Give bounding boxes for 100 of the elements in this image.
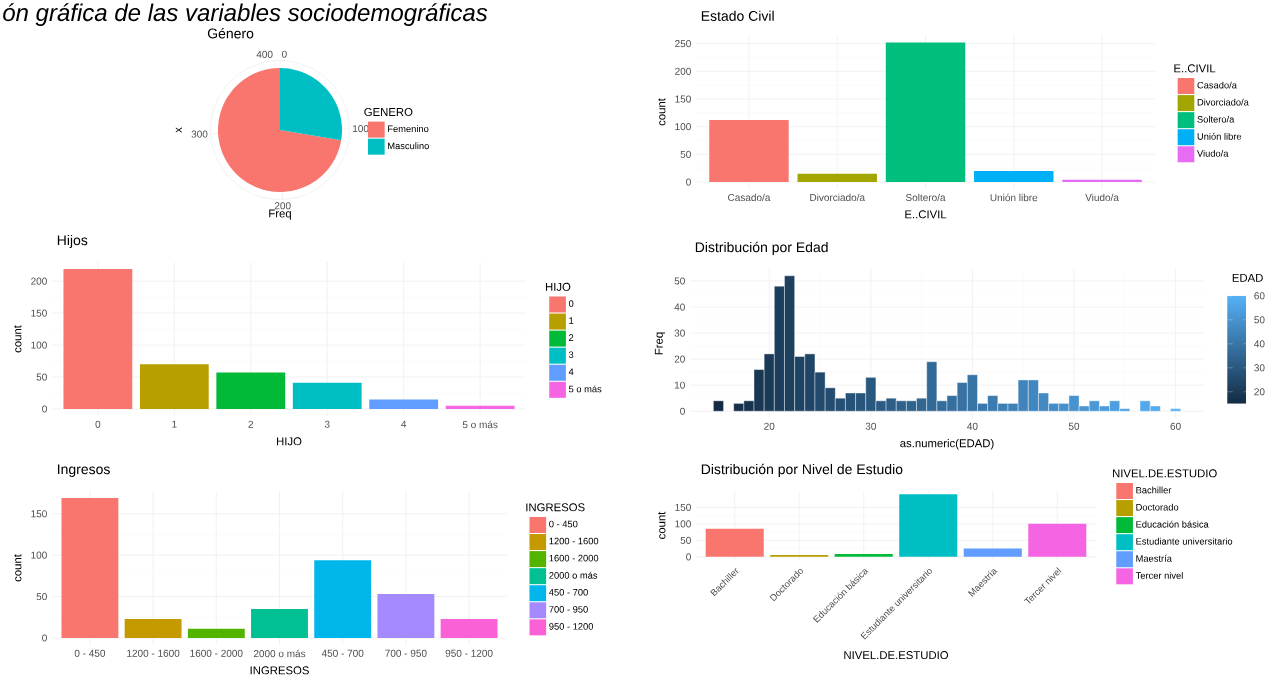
y-tick-label: 200 [675, 67, 691, 75]
text: 100 [353, 125, 369, 133]
color-bar-label: 30 [1254, 364, 1265, 372]
y-tick-label: 200 [31, 277, 47, 285]
x-tick-label: Viudo/a [1085, 193, 1119, 202]
legend-label: 1200 - 1600 [549, 537, 599, 545]
text: 400 [256, 50, 273, 58]
y-tick-label: 0 [42, 634, 47, 642]
text: 300 [191, 130, 208, 138]
chart-title: Ingresos [58, 464, 110, 477]
y-tick-label: 150 [31, 510, 47, 518]
color-bar-label: 50 [1254, 316, 1265, 324]
x-axis-title: NIVEL.DE.ESTUDIO [844, 651, 949, 660]
x-tick-label: 60 [1170, 422, 1181, 430]
y-tick-label: 250 [675, 40, 691, 48]
legend-label: Divorciado/a [1197, 98, 1249, 106]
x-tick-label: 20 [764, 422, 775, 430]
legend-label: Casado/a [1197, 81, 1237, 89]
x-tick-label: 1600 - 2000 [190, 649, 243, 657]
legend-label: 0 - 450 [549, 520, 578, 528]
y-tick-label: 50 [674, 277, 685, 285]
y-tick-label: 10 [674, 381, 685, 389]
color-bar-label: 20 [1254, 388, 1265, 396]
x-tick-label: 1 [172, 420, 177, 428]
legend-title: NIVEL.DE.ESTUDIO [1113, 469, 1217, 478]
y-axis-title: Freq [654, 332, 666, 355]
legend-label: Doctorado [1136, 503, 1179, 511]
text: 200 [274, 202, 291, 210]
chart-title: Distribución por Edad [695, 241, 828, 255]
x-tick-label: Divorciado/a [810, 193, 866, 202]
y-axis-title: count [658, 511, 666, 539]
legend-label: 3 [568, 351, 574, 359]
x-tick-label: 5 o más [462, 420, 498, 429]
x-tick-label: 0 - 450 [74, 649, 106, 657]
color-bar-label: 60 [1254, 292, 1265, 300]
legend-title: INGRESOS [526, 503, 585, 512]
y-tick-label: 0 [686, 178, 691, 186]
y-axis-title: count [14, 325, 22, 353]
x-tick-label: 2 [248, 420, 254, 428]
y-tick-label: 100 [675, 520, 691, 528]
legend-label: 4 [568, 368, 574, 375]
y-tick-label: 100 [31, 341, 47, 349]
y-tick-label: 50 [680, 536, 691, 544]
y-tick-label: 150 [31, 309, 47, 317]
legend-label: Masculino [388, 142, 429, 150]
legend-title: HIJO [545, 282, 571, 291]
x-tick-label: 0 [95, 420, 101, 428]
legend-label: Bachiller [1136, 486, 1172, 494]
legend-label: 0 [568, 300, 574, 307]
legend-label: Viudo/a [1197, 149, 1229, 157]
chart-title: Distribución por Nivel de Estudio [701, 463, 903, 477]
x-axis-title: as.numeric(EDAD) [900, 438, 994, 450]
legend-label: Soltero/a [1197, 115, 1235, 123]
y-axis-title: count [658, 98, 666, 126]
y-tick-label: 0 [680, 407, 685, 415]
x-tick-label: 450 - 700 [321, 649, 364, 657]
legend-label: Femenino [388, 125, 429, 133]
text: x [175, 127, 182, 133]
legend-title: GENERO [364, 107, 413, 116]
y-axis-title: count [14, 554, 22, 582]
y-tick-label: 100 [31, 551, 47, 559]
y-tick-label: 30 [674, 329, 685, 337]
y-tick-label: 0 [686, 553, 691, 561]
y-tick-label: 150 [675, 503, 691, 511]
legend-title: E..CIVIL [1174, 64, 1216, 73]
y-tick-label: 40 [674, 303, 685, 311]
legend-label: 2 [569, 334, 574, 341]
color-bar-title: EDAD [1232, 273, 1263, 282]
legend-label: Maestría [1136, 554, 1172, 562]
x-tick-label: Casado/a [728, 193, 771, 202]
x-tick-label: 950 - 1200 [445, 649, 493, 657]
x-axis-title: INGRESOS [250, 666, 309, 675]
x-axis-title: E..CIVIL [905, 210, 947, 219]
x-tick-label: 4 [401, 420, 407, 428]
legend-label: 1600 - 2000 [549, 554, 599, 562]
legend-label: 1 [569, 317, 574, 324]
color-bar-label: 40 [1254, 340, 1265, 348]
text: Freq [269, 209, 291, 220]
y-tick-label: 50 [680, 150, 691, 158]
chart-title: Género [207, 28, 254, 39]
y-tick-label: 20 [674, 355, 685, 363]
x-tick-label: 2000 o más [253, 649, 306, 658]
legend-label: 700 - 950 [549, 606, 588, 613]
legend-label: 950 - 1200 [549, 623, 594, 630]
y-tick-label: 0 [42, 405, 47, 413]
x-tick-label: 1200 - 1600 [127, 649, 180, 657]
y-tick-label: 100 [675, 123, 691, 131]
text: ón gráfica de las variables sociodemográficas [3, 3, 488, 26]
x-axis-title: HIJO [277, 437, 302, 446]
x-tick-label: 30 [865, 422, 876, 430]
y-tick-label: 150 [675, 95, 691, 103]
x-tick-label: 50 [1068, 422, 1080, 430]
legend-label: Estudiante universitario [1136, 537, 1233, 545]
chart-title: Hijos [57, 234, 88, 248]
x-tick-label: Soltero/a [905, 193, 946, 202]
legend-label: Educación básica [1136, 520, 1209, 528]
x-tick-label: 700 - 950 [385, 649, 427, 657]
x-tick-label: 3 [324, 420, 330, 428]
legend-label: 5 o más [568, 385, 602, 393]
chart-title: Estado Civil [701, 10, 774, 21]
